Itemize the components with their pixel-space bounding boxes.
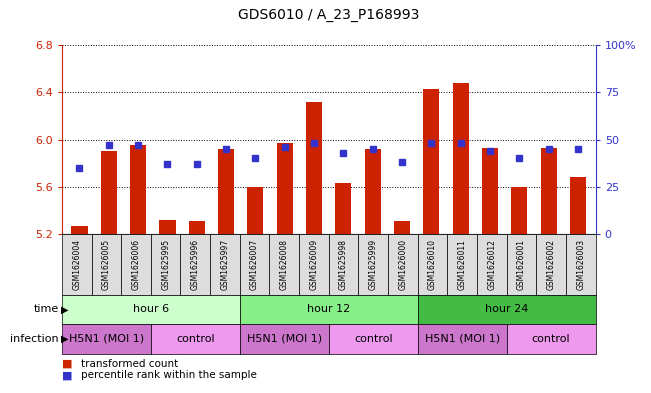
Text: GSM1626005: GSM1626005 bbox=[102, 239, 111, 290]
Bar bbox=[159, 220, 176, 234]
Text: percentile rank within the sample: percentile rank within the sample bbox=[81, 370, 257, 380]
Bar bbox=[218, 149, 234, 234]
Text: ▶: ▶ bbox=[61, 305, 69, 314]
Text: hour 12: hour 12 bbox=[307, 305, 350, 314]
Text: ▶: ▶ bbox=[61, 334, 69, 344]
Text: GSM1626000: GSM1626000 bbox=[398, 239, 408, 290]
Text: hour 6: hour 6 bbox=[133, 305, 169, 314]
Bar bbox=[277, 143, 293, 234]
Text: GSM1626006: GSM1626006 bbox=[132, 239, 141, 290]
Bar bbox=[189, 221, 205, 234]
Text: control: control bbox=[354, 334, 393, 344]
Bar bbox=[335, 183, 352, 234]
Bar bbox=[570, 177, 586, 234]
Bar bbox=[72, 226, 87, 234]
Bar bbox=[130, 145, 146, 234]
Bar bbox=[306, 102, 322, 234]
Bar bbox=[365, 149, 381, 234]
Text: infection: infection bbox=[10, 334, 59, 344]
Bar bbox=[423, 89, 439, 234]
Text: GSM1626011: GSM1626011 bbox=[458, 239, 467, 290]
Text: GSM1626003: GSM1626003 bbox=[576, 239, 585, 290]
Bar bbox=[452, 83, 469, 234]
Text: H5N1 (MOI 1): H5N1 (MOI 1) bbox=[69, 334, 144, 344]
Text: H5N1 (MOI 1): H5N1 (MOI 1) bbox=[424, 334, 500, 344]
Text: H5N1 (MOI 1): H5N1 (MOI 1) bbox=[247, 334, 322, 344]
Text: GSM1626002: GSM1626002 bbox=[547, 239, 556, 290]
Text: ■: ■ bbox=[62, 358, 72, 369]
Text: control: control bbox=[532, 334, 570, 344]
Text: GSM1626007: GSM1626007 bbox=[250, 239, 259, 290]
Bar bbox=[247, 187, 264, 234]
Text: GSM1626004: GSM1626004 bbox=[72, 239, 81, 290]
Text: GSM1625998: GSM1625998 bbox=[339, 239, 348, 290]
Text: GSM1626001: GSM1626001 bbox=[517, 239, 526, 290]
Bar bbox=[101, 151, 117, 234]
Bar bbox=[394, 221, 410, 234]
Text: GSM1626009: GSM1626009 bbox=[309, 239, 318, 290]
Bar bbox=[482, 148, 498, 234]
Text: GSM1625999: GSM1625999 bbox=[368, 239, 378, 290]
Bar bbox=[541, 148, 557, 234]
Text: GSM1626008: GSM1626008 bbox=[280, 239, 289, 290]
Text: GSM1626012: GSM1626012 bbox=[488, 239, 496, 290]
Bar bbox=[511, 187, 527, 234]
Text: hour 24: hour 24 bbox=[485, 305, 529, 314]
Text: GSM1625995: GSM1625995 bbox=[161, 239, 170, 290]
Text: control: control bbox=[176, 334, 215, 344]
Text: time: time bbox=[33, 305, 59, 314]
Text: transformed count: transformed count bbox=[81, 358, 178, 369]
Text: GSM1625997: GSM1625997 bbox=[221, 239, 229, 290]
Text: GDS6010 / A_23_P168993: GDS6010 / A_23_P168993 bbox=[238, 7, 419, 22]
Text: ■: ■ bbox=[62, 370, 72, 380]
Text: GSM1626010: GSM1626010 bbox=[428, 239, 437, 290]
Text: GSM1625996: GSM1625996 bbox=[191, 239, 200, 290]
